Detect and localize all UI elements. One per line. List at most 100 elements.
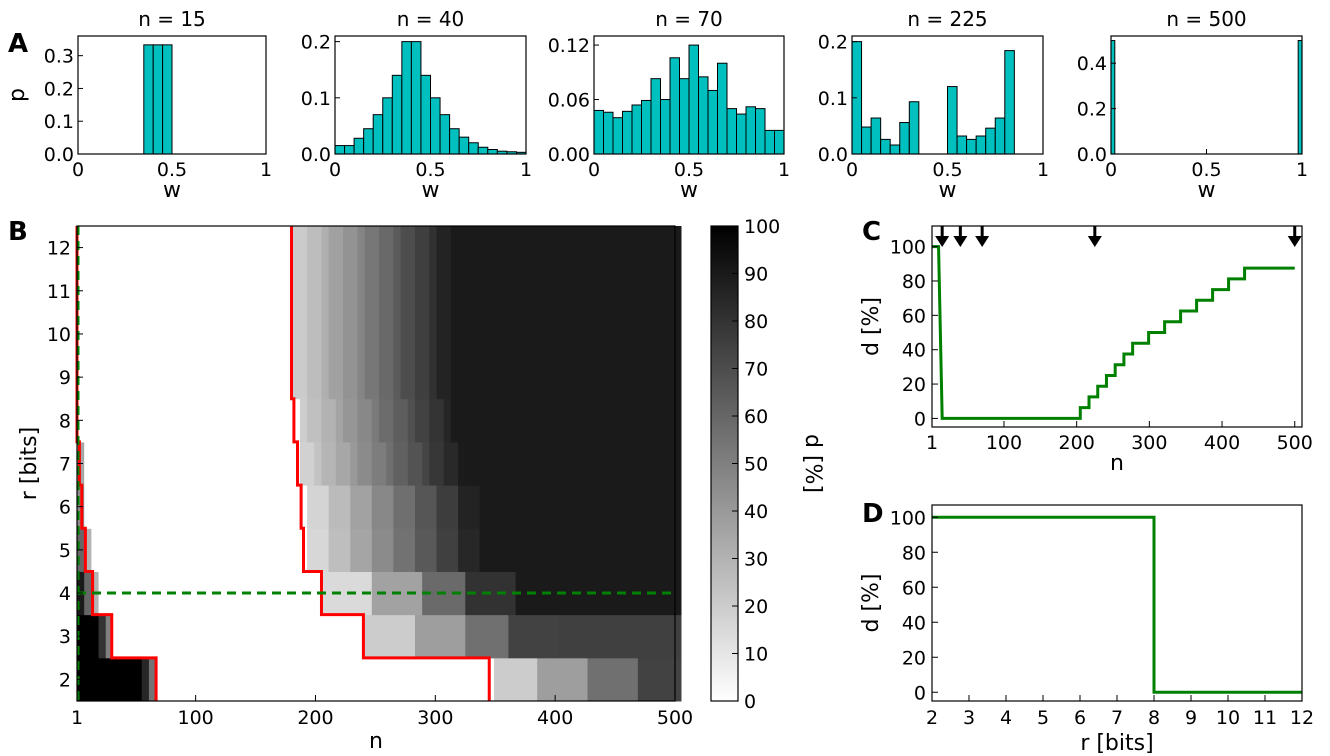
y-tick-label: 100 (890, 237, 926, 259)
x-tick-label: 300 (1131, 432, 1167, 454)
heatmap-cell (465, 226, 473, 400)
heatmap-cell (199, 441, 207, 486)
heatmap-cell (673, 614, 682, 659)
heatmap-cell (112, 657, 121, 702)
x-tick-label: 500 (657, 707, 693, 729)
heatmap-cell (91, 398, 100, 443)
heatmap-cell (515, 485, 524, 529)
heatmap-cell (414, 571, 423, 616)
heatmap-cell (601, 441, 610, 486)
heatmap-cell (271, 485, 279, 529)
y-tick-label: 0.0 (818, 144, 848, 166)
heatmap-cell (637, 441, 646, 486)
heatmap-cell (666, 441, 675, 486)
x-tick-label: 0 (72, 159, 84, 181)
heatmap-cell (609, 485, 617, 529)
heatmap-cell (429, 528, 438, 572)
histogram-bar (449, 128, 460, 155)
heatmap-cell (623, 571, 632, 616)
heatmap-cell (242, 441, 251, 486)
heatmap-cell (220, 657, 229, 702)
heatmap-cell (537, 528, 545, 572)
heatmap-cell (357, 398, 366, 443)
heatmap-cell (393, 441, 402, 486)
histogram-bar (755, 108, 766, 155)
heatmap-cell (393, 226, 402, 400)
heatmap-cell (177, 441, 186, 486)
heatmap-cell (522, 441, 531, 486)
heatmap-cell (573, 226, 581, 400)
heatmap-cell (271, 657, 279, 702)
heatmap-cell (84, 571, 92, 616)
heatmap-cell (314, 614, 322, 659)
histogram-title: n = 225 (907, 7, 987, 31)
heatmap-cell (673, 485, 682, 529)
heatmap-cell (328, 528, 337, 572)
heatmap-cell (472, 226, 481, 400)
heatmap-cell (386, 441, 394, 486)
heatmap-cell (522, 571, 531, 616)
heatmap-cell (400, 226, 409, 400)
arrow-marker-head (935, 236, 950, 247)
heatmap-cell (422, 398, 430, 443)
heatmap-cell (645, 398, 653, 443)
heatmap-cell (609, 441, 617, 486)
histogram-bar (468, 142, 479, 155)
heatmap-cell (307, 614, 315, 659)
heatmap-cell (450, 441, 459, 486)
histogram-bar (698, 76, 709, 155)
heatmap-cell (148, 614, 157, 659)
heatmap-cell (479, 398, 488, 443)
y-tick-label: 7 (59, 454, 71, 476)
heatmap-cell (529, 441, 538, 486)
heatmap-cell (616, 398, 624, 443)
heatmap-cell (206, 485, 215, 529)
heatmap-cell (112, 226, 121, 400)
heatmap-cell (271, 398, 279, 443)
heatmap-cell (537, 571, 545, 616)
heatmap-cell (350, 528, 358, 572)
heatmap-cell (120, 528, 128, 572)
heatmap-cell (616, 226, 624, 400)
heatmap-cell (278, 441, 287, 486)
heatmap-cell (630, 657, 639, 702)
heatmap-cell (170, 398, 179, 443)
heatmap-cell (378, 485, 387, 529)
heatmap-cell (551, 571, 560, 616)
heatmap-cell (673, 226, 682, 400)
heatmap-cell (292, 614, 301, 659)
heatmap-cell (465, 398, 473, 443)
panel-label-b: B (8, 217, 28, 247)
heatmap-cell (213, 485, 222, 529)
heatmap-cell (278, 528, 287, 572)
heatmap-cell (227, 614, 236, 659)
heatmap-cell (335, 441, 344, 486)
heatmap-cell (393, 398, 402, 443)
heatmap-cell (328, 485, 337, 529)
histogram-title: n = 500 (1166, 7, 1246, 31)
histogram-bar (947, 86, 958, 155)
x-tick-label: 100 (986, 432, 1022, 454)
heatmap-cell (407, 398, 416, 443)
heatmap-cell (271, 441, 279, 486)
heatmap-cell (156, 528, 164, 572)
x-tick-label: 0 (846, 159, 858, 181)
heatmap-cell (443, 528, 452, 572)
x-tick-label: 6 (1074, 707, 1086, 729)
heatmap-cell (594, 528, 603, 572)
heatmap-cell (371, 571, 380, 616)
x-tick-label: 5 (1037, 707, 1049, 729)
arrow-marker-head (975, 236, 990, 247)
y-tick-label: 40 (902, 612, 926, 634)
heatmap-cell (565, 226, 574, 400)
heatmap-cell (458, 528, 466, 572)
heatmap-cell (192, 441, 200, 486)
heatmap-cell (242, 485, 251, 529)
heatmap-cell (156, 226, 164, 400)
heatmap-cell (515, 528, 524, 572)
heatmap-cell (249, 441, 258, 486)
heatmap-cell (227, 441, 236, 486)
heatmap-cell (580, 441, 589, 486)
heatmap-cell (544, 614, 553, 659)
heatmap-cell (105, 398, 114, 443)
